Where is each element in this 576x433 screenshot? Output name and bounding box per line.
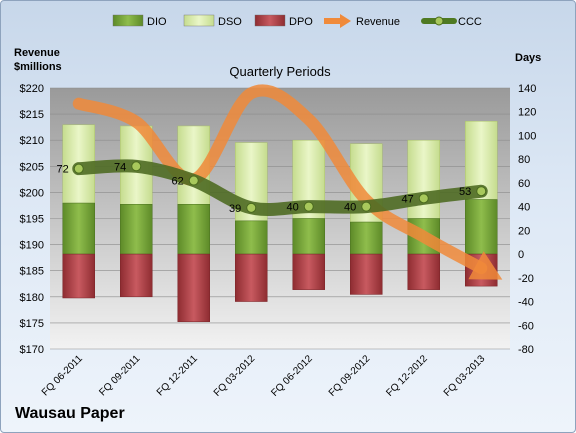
left-axis: $170 $175 $180 $185 $190 $195 $200 $205 $210 $215… [20,83,44,356]
left-tick-label: $220 [20,83,44,95]
legend-label-ccc: CCC [458,16,482,28]
category-label: FQ 06-2012 [269,353,315,399]
category-label: FQ 09-2012 [327,353,373,399]
dpo-bar [177,253,210,322]
category-axis: FQ 06-2011 FQ 09-2011 FQ 12-2011 FQ 03-2012… [40,353,488,399]
legend-label-dio: DIO [147,16,167,28]
left-tick-label: $205 [20,161,44,173]
bars [62,120,498,322]
dpo-bar [120,253,153,298]
dpo-bar [350,253,383,295]
dio-bar [292,218,325,255]
ccc-data-label: 40 [287,202,299,214]
dio-bar [120,204,153,255]
dso-bar [407,139,440,219]
left-axis-title-line1: Revenue [14,47,60,59]
legend-label-revenue: Revenue [356,16,400,28]
dio-bar [177,204,210,255]
right-tick-label: 100 [518,130,536,142]
category-label: FQ 06-2011 [40,353,85,398]
legend-label-dso: DSO [218,16,242,28]
left-tick-label: $175 [20,318,44,330]
right-axis: -80 -60 -40 -20 0 20 40 60 80 100 120 140 [518,83,536,356]
ccc-point [418,193,429,204]
right-tick-label: 40 [518,202,530,214]
ccc-point [131,161,142,172]
ccc-data-label: 72 [57,164,69,176]
category-label: FQ 03-2012 [212,353,258,399]
left-tick-label: $185 [20,266,44,278]
left-tick-label: $170 [20,344,44,356]
left-axis-title-line2: $millions [14,61,62,73]
dpo-bar [292,253,325,290]
dpo-bar [407,253,440,290]
ccc-data-label: 40 [344,202,356,214]
ccc-point [361,201,372,212]
right-axis-title: Days [515,52,541,64]
revenue-line [72,84,503,280]
company-name: Wausau Paper [15,405,125,422]
category-label: FQ 12-2012 [384,353,430,399]
dio-bar [350,221,383,255]
legend-swatch-dso [183,14,215,27]
right-tick-label: 0 [518,249,524,261]
chart-title: Quarterly Periods [229,64,331,79]
legend-label-dpo: DPO [289,16,313,28]
category-label: FQ 03-2013 [442,353,488,399]
left-tick-label: $215 [20,109,44,121]
right-tick-label: 140 [518,83,536,95]
ccc-point [188,175,199,186]
right-tick-label: 120 [518,107,536,119]
legend-ccc-marker [434,16,444,26]
category-label: FQ 12-2011 [155,353,200,398]
dpo-bar [235,253,268,302]
left-tick-label: $195 [20,214,44,226]
left-tick-label: $190 [20,240,44,252]
ccc-data-label: 53 [459,186,471,198]
ccc-point [246,202,257,213]
right-tick-label: 80 [518,154,530,166]
right-tick-label: 60 [518,178,530,190]
ccc-line [72,159,488,217]
legend: DIO DSO DPO Revenue CCC [112,14,482,28]
category-label: FQ 09-2011 [97,353,142,398]
ccc-data-label: 62 [172,176,184,188]
right-tick-label: -80 [518,344,534,356]
right-tick-label: -60 [518,320,534,332]
dio-bar [465,199,498,255]
legend-swatch-dio [112,14,144,27]
right-tick-label: -40 [518,297,534,309]
right-tick-label: -20 [518,273,534,285]
left-tick-label: $180 [20,292,44,304]
ccc-data-label: 74 [114,161,126,173]
ccc-series: 72 74 62 39 40 40 47 53 [57,159,488,217]
left-tick-label: $200 [20,187,44,199]
legend-arrow-icon [340,14,351,28]
dio-bar [62,202,95,255]
ccc-data-label: 47 [402,193,414,205]
dpo-bar [62,253,95,299]
legend-swatch-dpo [254,14,286,27]
ccc-point [476,186,487,197]
dio-bar [235,220,268,255]
ccc-data-label: 39 [229,203,241,215]
revenue-series [72,84,503,280]
left-tick-label: $210 [20,135,44,147]
ccc-point [73,163,84,174]
ccc-point [303,201,314,212]
right-tick-label: 20 [518,225,530,237]
